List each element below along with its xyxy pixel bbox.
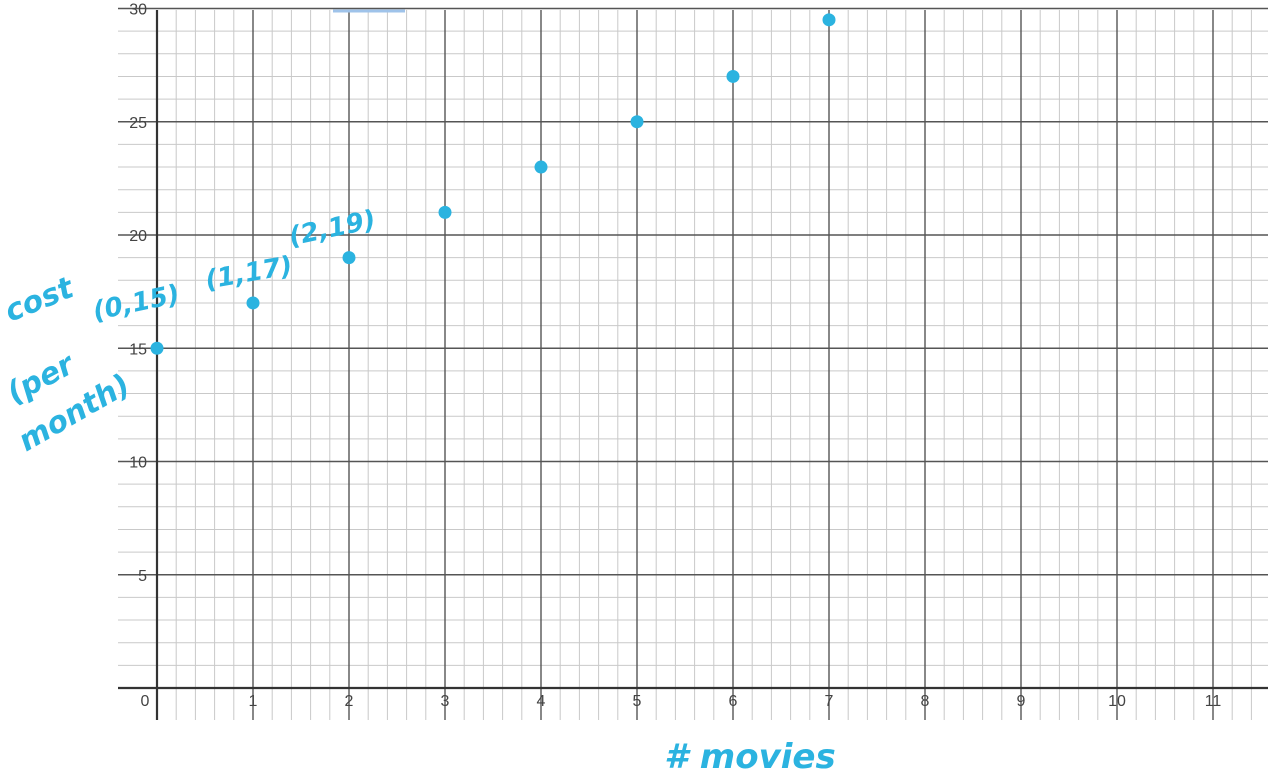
x-tick-label: 6 xyxy=(729,693,738,710)
major-grid xyxy=(118,7,1268,720)
x-tick-label: 3 xyxy=(441,693,450,710)
x-axis-label: # movies xyxy=(664,737,835,776)
x-tick-label: 4 xyxy=(537,693,546,710)
x-tick-label: 10 xyxy=(1108,693,1126,710)
y-tick-label: 5 xyxy=(138,568,147,585)
point-annotation: (0,15) xyxy=(90,279,182,327)
y-tick-label: 25 xyxy=(129,115,147,132)
x-tick-label: 1 xyxy=(249,693,258,710)
data-points xyxy=(150,13,836,355)
x-tick-label: 8 xyxy=(921,693,930,710)
point-annotations: (0,15)(1,17)(2,19) xyxy=(90,205,378,327)
data-point xyxy=(726,69,740,83)
x-tick-label: 9 xyxy=(1017,693,1026,710)
x-tick-label: 5 xyxy=(633,693,642,710)
x-tick-label: 11 xyxy=(1205,693,1222,710)
x-tick-labels: 0 1 2 3 4 5 6 7 8 9 10 11 xyxy=(141,693,1222,710)
y-tick-label: 15 xyxy=(129,341,147,358)
y-tick-label: 20 xyxy=(129,228,147,245)
x-tick-label: 7 xyxy=(825,693,834,710)
data-point xyxy=(630,115,644,129)
axes xyxy=(118,9,1268,720)
data-point xyxy=(150,341,164,355)
data-point xyxy=(342,251,356,265)
y-tick-label: 30 xyxy=(129,2,147,19)
y-axis-label-line: cost xyxy=(0,270,80,330)
data-point xyxy=(822,13,836,27)
x-tick-label: 2 xyxy=(345,693,354,710)
data-point xyxy=(438,205,452,219)
y-tick-labels: 5 10 15 20 25 30 xyxy=(129,2,147,585)
y-tick-label: 10 xyxy=(129,455,147,472)
data-point xyxy=(534,160,548,174)
x-tick-label: 0 xyxy=(141,693,150,710)
minor-grid xyxy=(118,8,1268,720)
data-point xyxy=(246,296,260,310)
